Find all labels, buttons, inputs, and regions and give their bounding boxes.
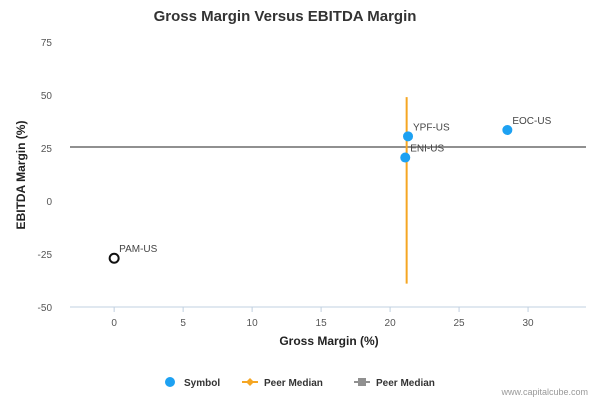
y-tick-label: 25 (41, 144, 53, 155)
legend-item[interactable]: Symbol (165, 377, 220, 389)
data-point[interactable] (403, 131, 414, 142)
peer-median-lines (70, 97, 586, 284)
data-point[interactable] (108, 252, 120, 264)
y-tick-label: 50 (41, 91, 53, 102)
y-tick-label: 75 (41, 38, 53, 49)
credit-text[interactable]: www.capitalcube.com (500, 387, 588, 397)
x-tick-label: 25 (454, 318, 466, 329)
data-points: YPF-US ENI-US EOC-US PAM-US (108, 116, 552, 264)
x-axis-title: Gross Margin (%) (279, 334, 378, 348)
legend-label: Peer Median (264, 378, 323, 389)
legend-item[interactable]: Peer Median (354, 378, 435, 389)
legend-square-icon (358, 378, 366, 386)
legend-item[interactable]: Peer Median (242, 378, 323, 389)
x-tick-label: 30 (522, 318, 534, 329)
data-point[interactable] (400, 152, 411, 163)
x-tick-label: 15 (316, 318, 328, 329)
x-tick-label: 10 (247, 318, 259, 329)
point-label: ENI-US (410, 144, 444, 155)
y-axis-ticks: -50 -25 0 25 50 75 (38, 38, 53, 314)
legend-diamond-icon (246, 378, 254, 386)
y-tick-label: 0 (46, 197, 52, 208)
x-tick-label: 0 (111, 318, 117, 329)
chart-title: Gross Margin Versus EBITDA Margin (154, 8, 417, 25)
legend-label: Symbol (184, 378, 220, 389)
data-point[interactable] (502, 124, 513, 135)
y-axis-title: EBITDA Margin (%) (14, 121, 28, 230)
legend-circle-icon (165, 377, 175, 387)
x-tick-label: 5 (180, 318, 186, 329)
y-tick-label: -50 (38, 303, 53, 314)
legend[interactable]: Symbol Peer Median Peer Median (165, 377, 435, 389)
x-tick-label: 20 (385, 318, 397, 329)
point-label: PAM-US (119, 244, 157, 255)
point-label: YPF-US (413, 122, 450, 133)
point-label: EOC-US (512, 116, 551, 127)
legend-label: Peer Median (376, 378, 435, 389)
x-axis-ticks: 0 5 10 15 20 25 30 (111, 307, 534, 329)
y-tick-label: -25 (38, 250, 53, 261)
